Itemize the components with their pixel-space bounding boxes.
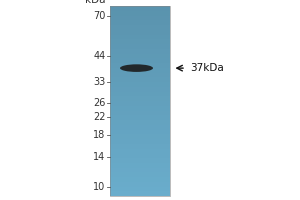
Bar [110,120,170,125]
Text: 18: 18 [93,130,106,140]
Bar [110,181,170,186]
Bar [110,44,170,49]
Bar [110,167,170,172]
Bar [110,139,170,144]
Bar [110,101,170,106]
Bar [110,20,170,25]
Text: 22: 22 [93,112,106,122]
Bar [110,72,170,77]
Bar [110,39,170,44]
Text: 14: 14 [93,152,106,162]
Bar [110,48,170,53]
Text: 10: 10 [93,182,106,192]
Bar [110,29,170,34]
Bar [110,153,170,158]
Text: 37kDa: 37kDa [190,63,224,73]
Bar [110,134,170,139]
Bar [110,6,170,11]
Text: kDa: kDa [85,0,106,5]
Ellipse shape [120,64,153,72]
Bar [110,129,170,134]
Bar [110,34,170,39]
Bar [110,148,170,153]
Bar [110,143,170,148]
Bar [110,91,170,96]
Bar [110,77,170,82]
Bar [110,86,170,92]
Bar [110,110,170,115]
Bar [110,177,170,182]
Bar [110,10,170,16]
Bar [110,82,170,87]
Bar [110,115,170,120]
Text: 33: 33 [93,77,106,87]
Text: 44: 44 [93,51,106,61]
Bar [110,191,170,196]
Bar [110,67,170,73]
Bar [110,15,170,20]
Bar [110,6,170,196]
Bar [110,96,170,101]
Bar [110,63,170,68]
Bar [110,25,170,30]
Bar [110,186,170,191]
Bar [110,124,170,130]
Text: 26: 26 [93,98,106,108]
Bar [110,172,170,177]
Bar [110,53,170,58]
Text: 70: 70 [93,11,106,21]
Bar [110,58,170,63]
Bar [110,105,170,110]
Bar [110,158,170,163]
Bar [110,162,170,168]
